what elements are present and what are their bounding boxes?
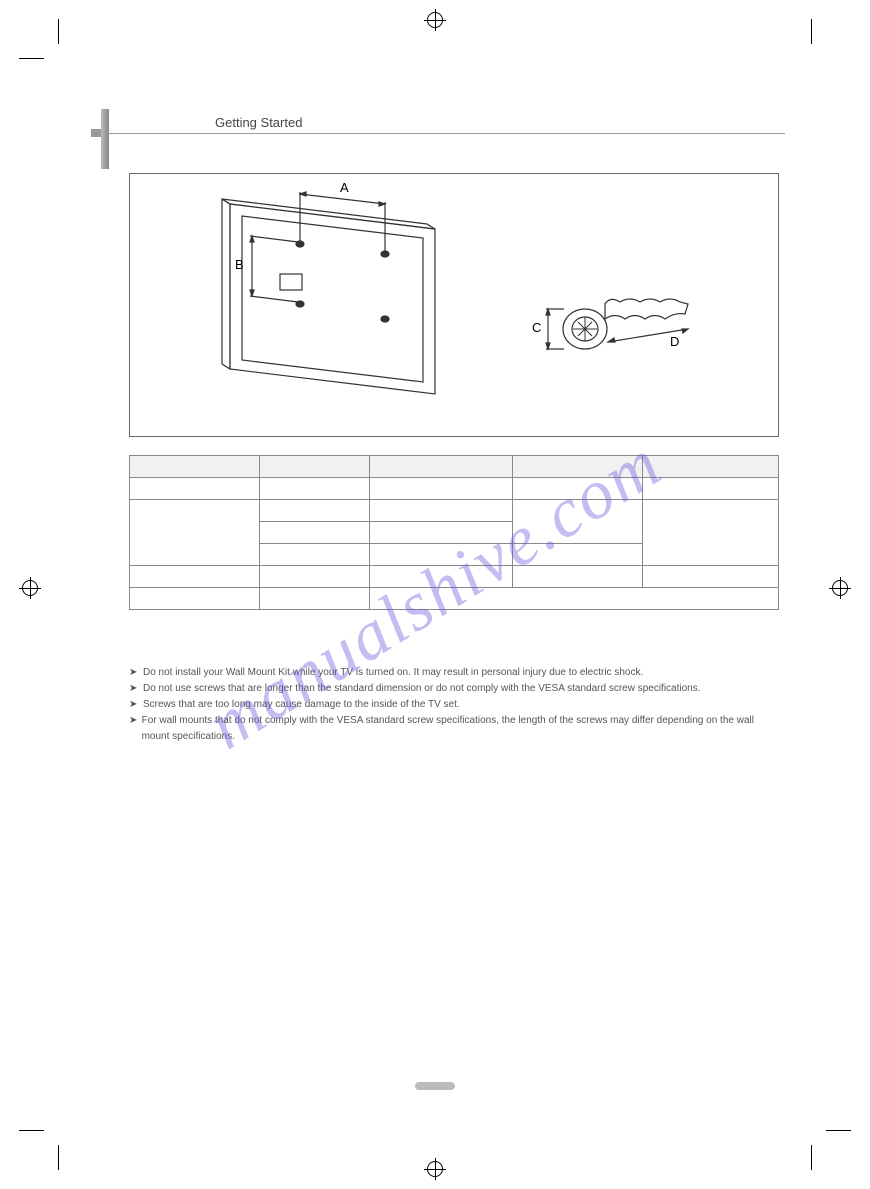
page-content: Getting Started: [85, 85, 785, 1104]
header-ornament: [101, 109, 109, 169]
registration-mark-top: [427, 12, 443, 28]
cell: [642, 478, 778, 500]
label-b: B: [235, 257, 244, 272]
cell: [130, 566, 260, 588]
cell: [259, 500, 369, 522]
cell: [130, 588, 260, 610]
bullet-icon: ➤: [129, 665, 143, 681]
bullet-icon: ➤: [129, 713, 142, 745]
cell: [370, 588, 779, 610]
cell: [512, 500, 642, 544]
label-d: D: [670, 334, 679, 349]
bullet-icon: ➤: [129, 681, 143, 697]
cell: [259, 588, 369, 610]
cell: [130, 500, 260, 566]
header-rule: [105, 133, 785, 134]
registration-mark-bottom: [427, 1161, 443, 1177]
cell: [259, 566, 369, 588]
registration-mark-right: [832, 580, 848, 596]
cell: [259, 478, 369, 500]
th-model: [130, 456, 260, 478]
cell: [370, 478, 513, 500]
label-a: A: [340, 180, 349, 195]
th-vesa: [259, 456, 369, 478]
cell: [370, 566, 513, 588]
note-text: For wall mounts that do not comply with …: [142, 713, 779, 745]
notes-list: ➤Do not install your Wall Mount Kit whil…: [129, 665, 779, 745]
cell: [370, 544, 513, 566]
section-title: Getting Started: [215, 115, 302, 130]
cell: [642, 566, 778, 588]
bullet-icon: ➤: [129, 697, 143, 713]
diagram-svg: A B C D: [130, 174, 778, 436]
cell: [512, 544, 642, 566]
th-a: [370, 456, 513, 478]
cell: [512, 478, 642, 500]
th-b: [512, 456, 642, 478]
cell: [259, 522, 369, 544]
cell: [512, 566, 642, 588]
page-number: [415, 1082, 455, 1090]
note-text: Screws that are too long may cause damag…: [143, 697, 460, 713]
note-text: Do not install your Wall Mount Kit while…: [143, 665, 643, 681]
cell: [259, 544, 369, 566]
th-c: [642, 456, 778, 478]
note-text: Do not use screws that are longer than t…: [143, 681, 701, 697]
label-c: C: [532, 320, 541, 335]
registration-mark-left: [22, 580, 38, 596]
cell: [130, 478, 260, 500]
cell: [370, 522, 513, 544]
diagram-box: A B C D: [129, 173, 779, 437]
spec-table: [129, 455, 779, 610]
cell: [370, 500, 513, 522]
cell: [642, 500, 778, 566]
